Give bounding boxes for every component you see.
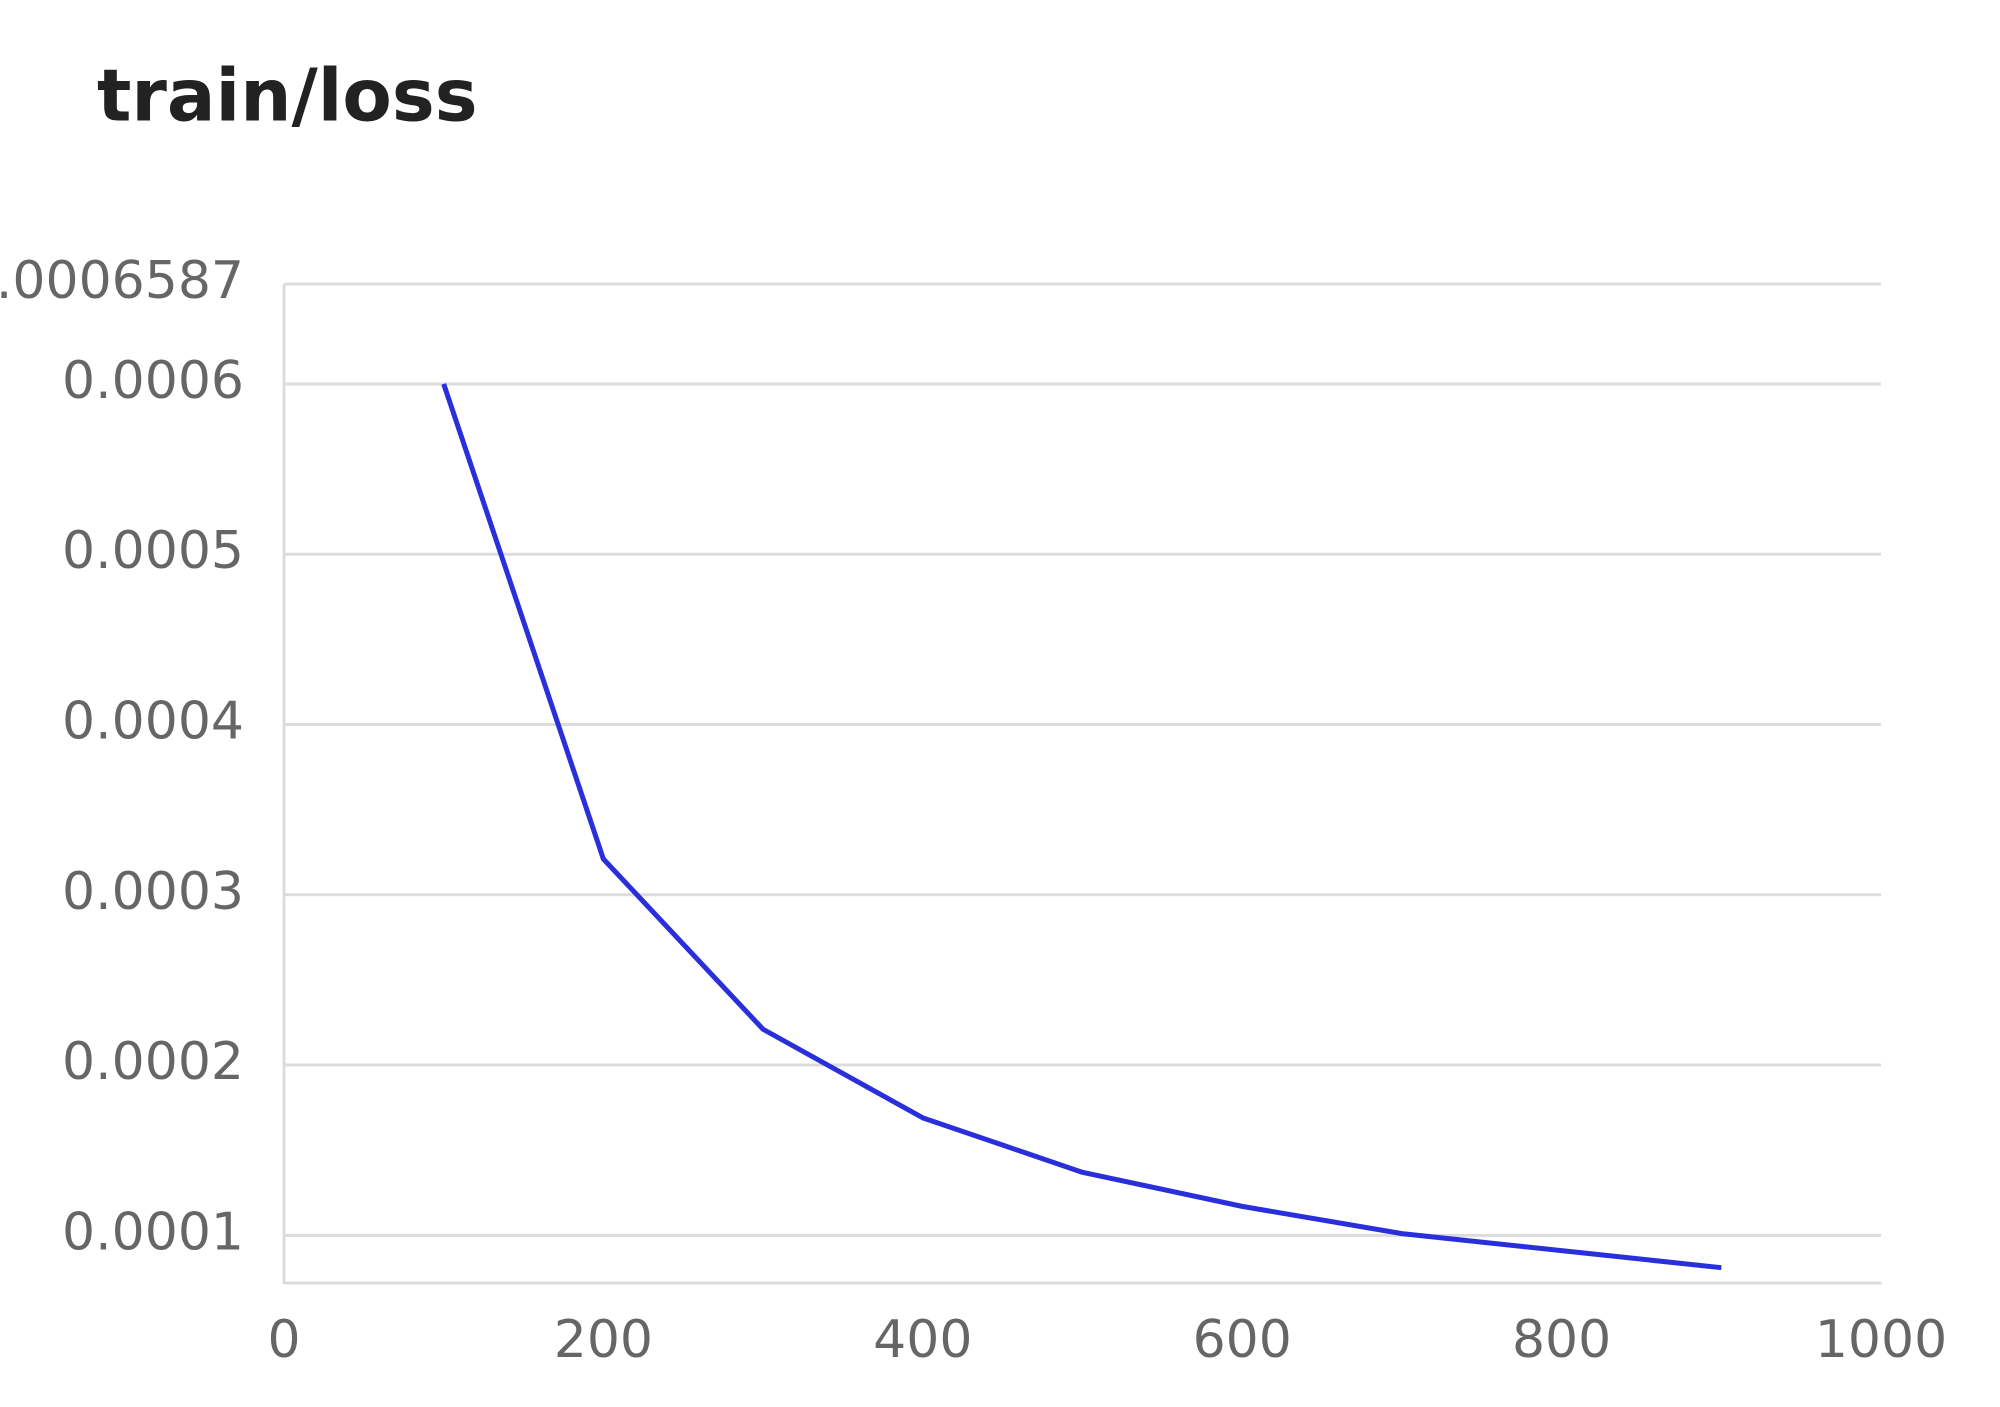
x-tick-label: 0 [267, 1310, 300, 1370]
y-tick-label: 0.0004 [62, 691, 244, 751]
y-tick-label: 0.0005 [62, 521, 244, 581]
y-tick-label: 0.0006 [62, 351, 244, 411]
y-tick-label: 0.0006587 [0, 251, 244, 311]
y-tick-label: 0.0002 [62, 1032, 244, 1092]
chart-title: train/loss [97, 54, 478, 138]
x-tick-label: 600 [1193, 1310, 1292, 1370]
x-tick-label: 1000 [1815, 1310, 1947, 1370]
x-tick-label: 200 [554, 1310, 653, 1370]
y-tick-label: 0.0003 [62, 862, 244, 922]
y-tick-label: 0.0001 [62, 1202, 244, 1262]
line-series [441, 383, 1722, 1271]
x-tick-label: 400 [873, 1310, 972, 1370]
x-tick-label: 800 [1512, 1310, 1611, 1370]
